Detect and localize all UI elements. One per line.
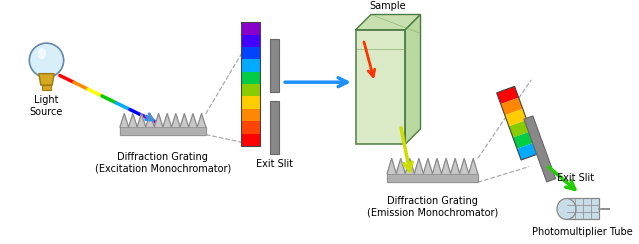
- Ellipse shape: [557, 199, 576, 219]
- Polygon shape: [39, 74, 54, 85]
- Polygon shape: [387, 158, 478, 174]
- Polygon shape: [241, 22, 260, 35]
- Polygon shape: [241, 109, 260, 121]
- Polygon shape: [120, 127, 206, 135]
- Polygon shape: [241, 47, 260, 59]
- Text: Light
Source: Light Source: [30, 95, 63, 117]
- Text: Diffraction Grating
(Excitation Monochromator): Diffraction Grating (Excitation Monochro…: [95, 152, 231, 173]
- Bar: [270, 39, 279, 92]
- Polygon shape: [513, 131, 535, 149]
- Text: Sample: Sample: [370, 1, 406, 11]
- Polygon shape: [241, 35, 260, 47]
- Polygon shape: [241, 59, 260, 72]
- Text: Exit Slit: Exit Slit: [557, 173, 594, 183]
- Polygon shape: [356, 14, 420, 30]
- Polygon shape: [497, 86, 519, 104]
- Bar: [270, 101, 279, 154]
- Polygon shape: [501, 98, 523, 115]
- Text: Exit Slit: Exit Slit: [256, 159, 293, 169]
- Polygon shape: [509, 120, 531, 138]
- Polygon shape: [505, 109, 527, 126]
- Polygon shape: [387, 174, 478, 182]
- Text: Photomultiplier Tube: Photomultiplier Tube: [532, 227, 633, 237]
- Polygon shape: [241, 96, 260, 109]
- Bar: [567, 199, 599, 219]
- Polygon shape: [405, 14, 420, 144]
- Polygon shape: [241, 72, 260, 84]
- Polygon shape: [517, 142, 539, 160]
- Polygon shape: [241, 121, 260, 134]
- Polygon shape: [120, 114, 206, 127]
- Bar: [42, 85, 51, 90]
- Polygon shape: [524, 116, 556, 182]
- Polygon shape: [241, 84, 260, 96]
- Circle shape: [29, 43, 64, 77]
- Polygon shape: [241, 134, 260, 146]
- Ellipse shape: [38, 48, 46, 59]
- Bar: [356, 30, 405, 144]
- Text: Diffraction Grating
(Emission Monochromator): Diffraction Grating (Emission Monochroma…: [367, 196, 498, 217]
